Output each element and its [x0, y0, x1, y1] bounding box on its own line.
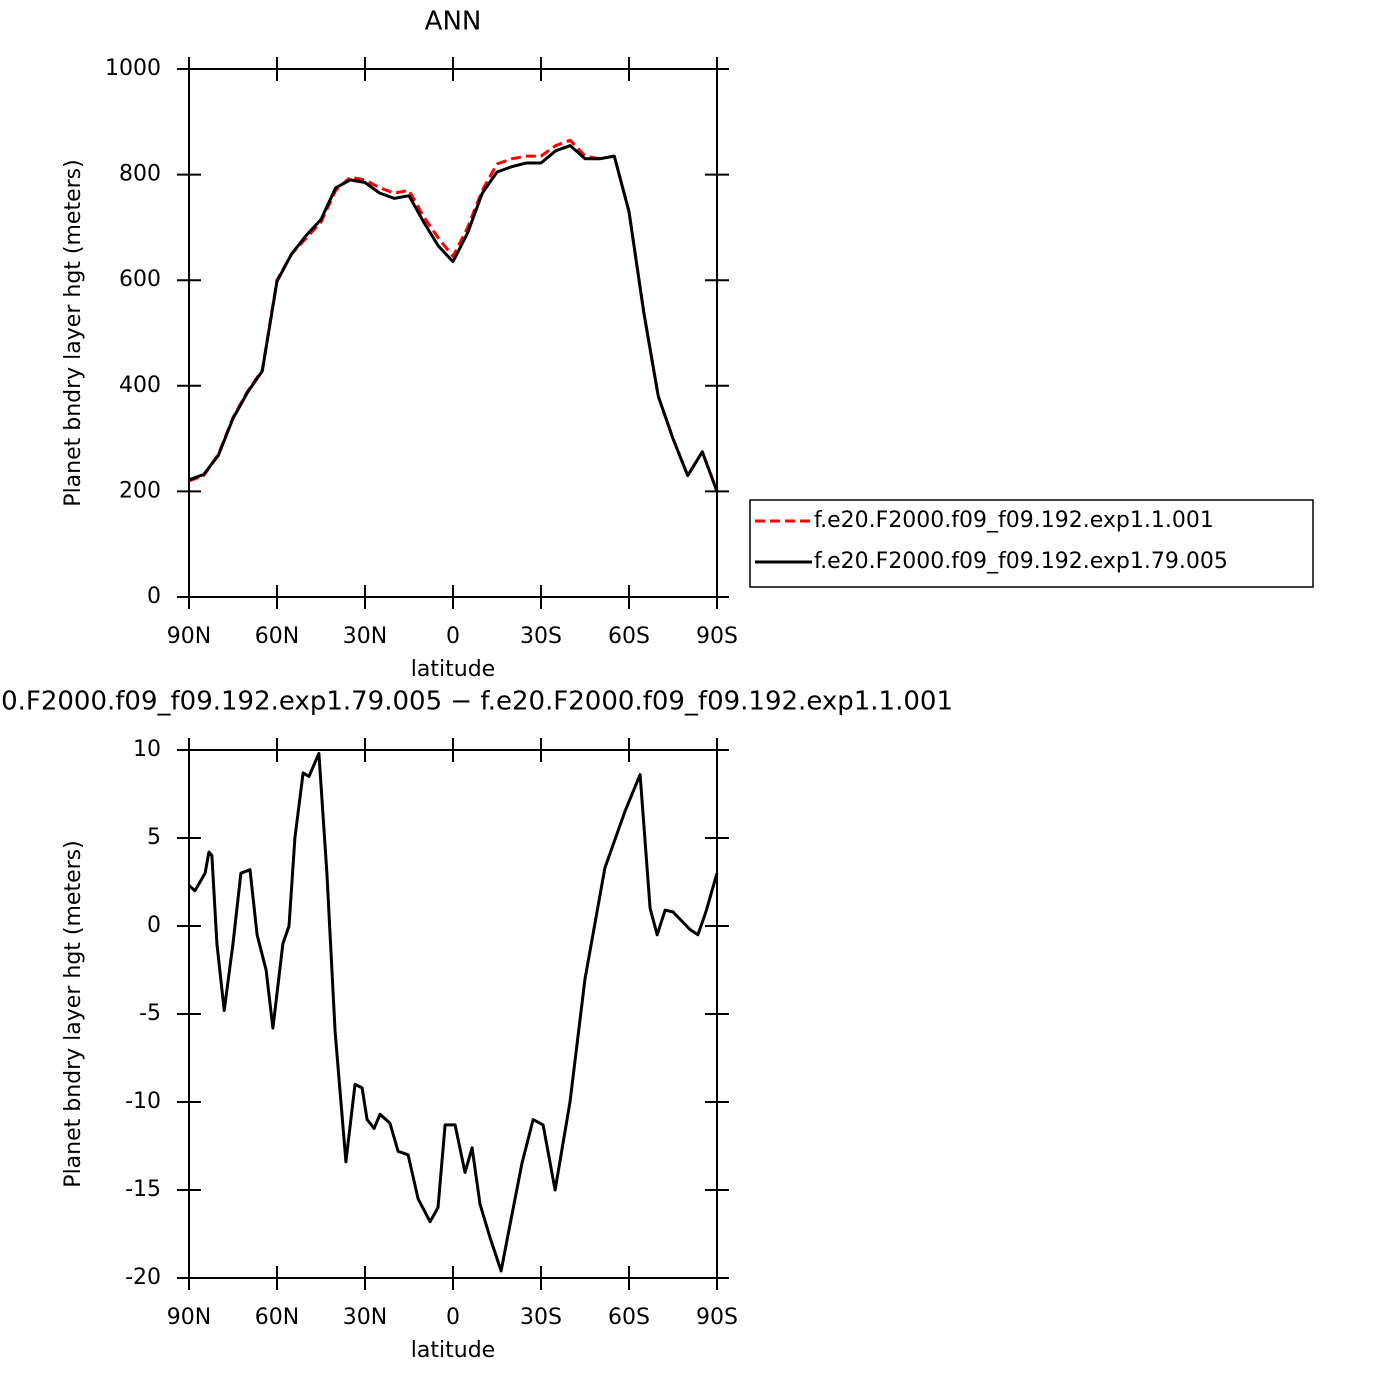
x-axis-label: latitude: [411, 1338, 495, 1363]
x-axis-label: latitude: [411, 657, 495, 682]
y-tick-label: 800: [119, 162, 161, 187]
y-tick-label: -10: [125, 1089, 161, 1114]
x-tick-label: 0: [446, 1305, 460, 1330]
y-tick-label: 0: [147, 913, 161, 938]
y-tick-label: 200: [119, 478, 161, 503]
legend-label: f.e20.F2000.f09_f09.192.exp1.79.005: [814, 549, 1228, 574]
series-line: [188, 144, 719, 492]
plot-frame: [188, 749, 718, 1279]
x-tick-label: 60N: [255, 1305, 299, 1330]
y-axis-label: Planet bndry layer hgt (meters): [61, 840, 86, 1187]
legend-label: f.e20.F2000.f09_f09.192.exp1.1.001: [814, 508, 1214, 533]
series-line: [187, 752, 719, 1273]
chart-title: f.e20.F2000.f09_f09.192.exp1.79.005 − f.…: [0, 687, 953, 717]
x-tick-label: 30S: [520, 624, 562, 649]
y-tick-label: 5: [147, 825, 161, 850]
y-tick-label: -20: [125, 1265, 161, 1290]
y-axis-label: Planet bndry layer hgt (meters): [61, 159, 86, 506]
series-line: [188, 138, 719, 492]
x-tick-label: 60N: [255, 624, 299, 649]
legend-box: [749, 499, 1314, 588]
x-tick-label: 90N: [167, 1305, 211, 1330]
y-tick-label: 600: [119, 267, 161, 292]
x-tick-label: 90N: [167, 624, 211, 649]
y-tick-label: 0: [147, 584, 161, 609]
x-tick-label: 30N: [343, 624, 387, 649]
x-tick-label: 30N: [343, 1305, 387, 1330]
x-tick-label: 90S: [696, 624, 738, 649]
x-tick-label: 90S: [696, 1305, 738, 1330]
x-tick-label: 0: [446, 624, 460, 649]
y-tick-label: 1000: [105, 56, 161, 81]
y-tick-label: 400: [119, 373, 161, 398]
x-tick-label: 60S: [608, 624, 650, 649]
plot-frame: [188, 68, 718, 598]
x-tick-label: 60S: [608, 1305, 650, 1330]
x-tick-label: 30S: [520, 1305, 562, 1330]
chart-title: ANN: [425, 7, 482, 37]
y-tick-label: -5: [139, 1001, 161, 1026]
y-tick-label: 10: [133, 737, 161, 762]
y-tick-label: -15: [125, 1177, 161, 1202]
